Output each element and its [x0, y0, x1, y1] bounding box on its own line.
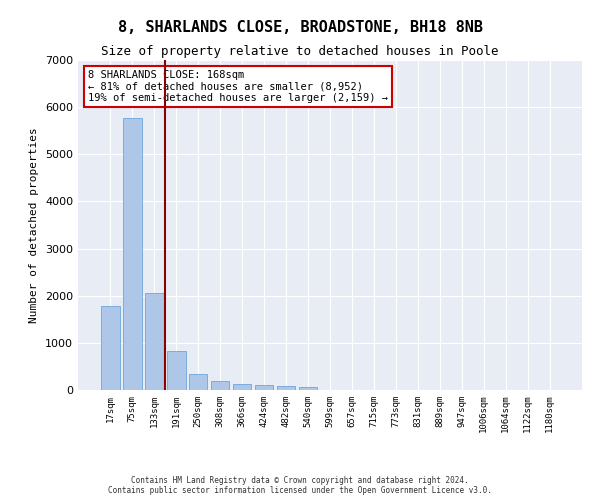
Text: Contains HM Land Registry data © Crown copyright and database right 2024.
Contai: Contains HM Land Registry data © Crown c… [108, 476, 492, 495]
Bar [101, 306, 119, 390]
Bar [233, 384, 251, 390]
Text: 8, SHARLANDS CLOSE, BROADSTONE, BH18 8NB: 8, SHARLANDS CLOSE, BROADSTONE, BH18 8NB [118, 20, 482, 35]
Bar [167, 352, 185, 390]
Text: Size of property relative to detached houses in Poole: Size of property relative to detached ho… [101, 45, 499, 58]
Bar [277, 386, 295, 390]
Bar [299, 386, 317, 390]
Text: 8 SHARLANDS CLOSE: 168sqm
← 81% of detached houses are smaller (8,952)
19% of se: 8 SHARLANDS CLOSE: 168sqm ← 81% of detac… [88, 70, 388, 103]
Bar [211, 381, 229, 390]
Bar [145, 293, 164, 390]
Bar [123, 118, 142, 390]
Bar [189, 374, 208, 390]
Bar [255, 386, 274, 390]
Y-axis label: Number of detached properties: Number of detached properties [29, 127, 40, 323]
